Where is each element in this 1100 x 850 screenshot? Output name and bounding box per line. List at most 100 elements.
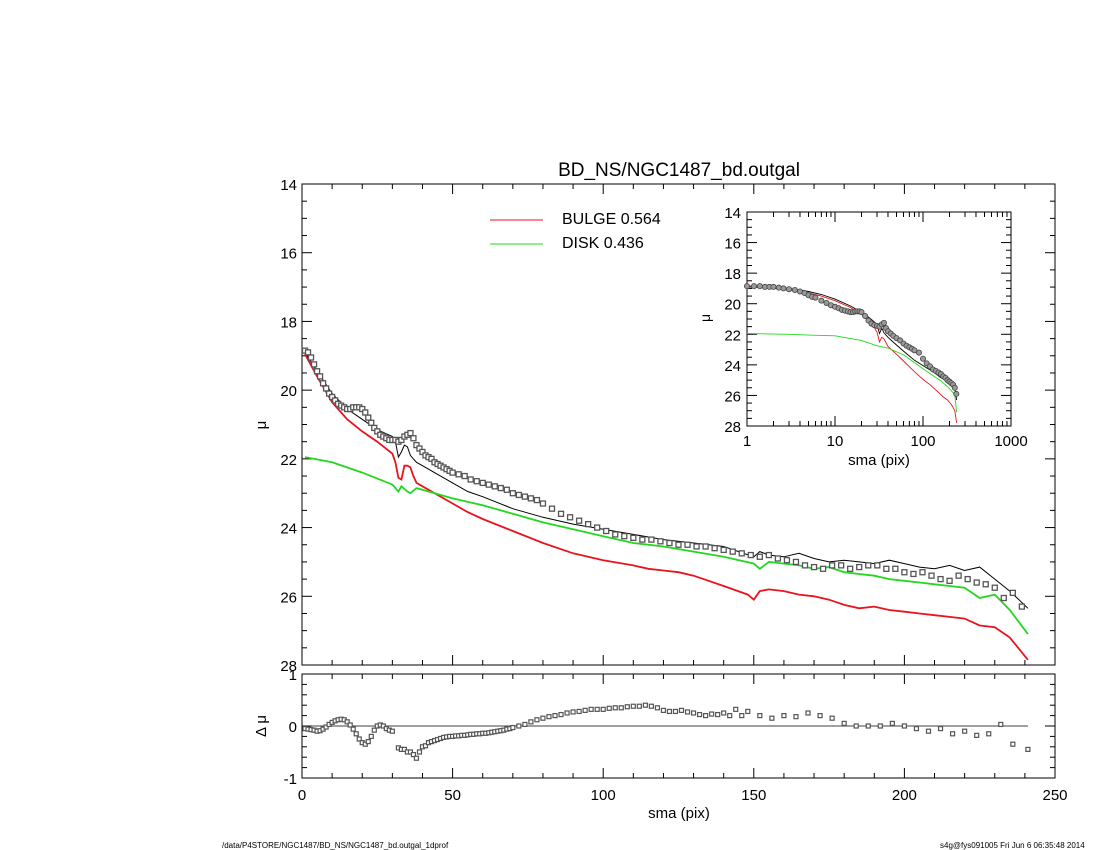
legend-bulge-label: BULGE 0.564: [562, 211, 661, 228]
main-series-layer: [301, 347, 1029, 661]
residual-point: [413, 755, 420, 761]
inset-panel: 1 10 100 1000 14 16 18 20 22 24 26 28 sma (pix) μ: [697, 205, 1028, 469]
residual-point: [600, 706, 606, 712]
main-y-tick-label: 14: [280, 177, 297, 194]
residual-point: [540, 715, 546, 721]
residual-point: [781, 712, 787, 719]
data-point: [485, 481, 492, 488]
residual-point: [745, 708, 751, 715]
chart-title: BD_NS/NGC1487_bd.outgal: [558, 160, 800, 181]
residual-y-tick-label: 1: [289, 667, 297, 684]
residual-point: [534, 717, 540, 723]
residual-series-layer: [302, 702, 1031, 761]
data-point: [901, 569, 908, 576]
residual-point: [986, 731, 992, 737]
inset-data-point: [770, 283, 777, 290]
residual-point: [371, 727, 377, 733]
residual-point: [582, 707, 588, 714]
inset-data-point: [953, 390, 960, 397]
residual-point: [416, 749, 423, 755]
inset-x-axis-label: sma (pix): [848, 452, 910, 469]
x-axis-label: sma (pix): [648, 805, 710, 822]
data-point: [675, 541, 682, 548]
residual-point: [678, 707, 685, 714]
residual-point: [937, 725, 944, 732]
data-point: [603, 527, 610, 535]
residual-point: [368, 733, 374, 740]
residual-point: [853, 723, 859, 729]
data-point: [479, 479, 486, 487]
data-point: [801, 562, 809, 569]
inset-data-point: [812, 294, 819, 301]
footer-file-path: /data/P4STORE/NGC1487/BD_NS/NGC1487_bd.o…: [222, 841, 449, 850]
data-point: [666, 539, 673, 547]
main-y-tick-label: 18: [280, 314, 297, 331]
residual-y-tick-label: 0: [289, 719, 297, 736]
inset-ticks: [746, 211, 1011, 427]
main-y-tick-label: 16: [280, 246, 297, 263]
residual-point: [347, 722, 353, 728]
bulge-line: [304, 353, 1029, 661]
data-point: [307, 354, 315, 361]
residual-point: [618, 705, 624, 711]
residual-point: [666, 708, 673, 715]
residual-point: [648, 703, 654, 709]
residual-point: [588, 706, 594, 712]
data-point: [856, 563, 863, 571]
x-tick-label: 200: [892, 787, 917, 804]
inset-y-tick-label: 16: [724, 236, 741, 253]
residual-point: [684, 709, 691, 715]
residual-point: [709, 711, 715, 717]
residual-point: [660, 707, 667, 714]
x-tick-label: 0: [298, 787, 306, 804]
inset-tick-labels: 1 10 100 1000 14 16 18 20 22 24 26 28: [724, 205, 1027, 450]
data-point: [319, 380, 327, 387]
data-point: [693, 543, 700, 550]
data-point: [919, 569, 926, 576]
inset-data-point: [818, 297, 825, 304]
residual-point: [564, 710, 570, 716]
data-point: [946, 577, 953, 584]
data-point: [847, 565, 854, 572]
inset-data-point: [920, 355, 927, 362]
data-point: [648, 536, 655, 543]
residual-point: [350, 726, 356, 732]
inset-y-tick-label: 28: [724, 419, 741, 436]
inset-data-point: [750, 283, 757, 290]
inset-y-axis-label: μ: [697, 314, 713, 322]
residual-point: [757, 712, 763, 719]
data-point: [729, 548, 736, 555]
main-y-tick-label: 20: [280, 383, 297, 400]
residual-point: [998, 721, 1004, 728]
data-point: [467, 476, 474, 483]
data-point: [982, 581, 989, 588]
legend-disk-label: DISK 0.436: [562, 235, 644, 252]
data-point: [756, 553, 763, 560]
data-point: [557, 510, 565, 517]
residual-point: [528, 719, 534, 725]
main-y-tick-labels: 14 16 18 20 22 24 26 28: [280, 177, 297, 675]
data-point: [774, 555, 782, 562]
residual-point: [516, 723, 522, 729]
inset-data-point: [756, 283, 763, 290]
data-point: [365, 414, 372, 421]
inset-x-tick-label: 1000: [994, 433, 1027, 450]
inset-data-point: [915, 349, 922, 356]
data-point: [410, 435, 417, 442]
data-point: [874, 562, 881, 569]
data-point: [515, 491, 523, 499]
residual-point: [865, 723, 871, 729]
residual-point: [703, 712, 709, 719]
data-point: [973, 579, 980, 586]
residual-point: [696, 711, 703, 718]
residual-point: [422, 743, 429, 749]
residual-point: [962, 728, 968, 734]
inset-series-layer: [744, 283, 960, 423]
data-point: [473, 478, 480, 485]
data-point: [937, 575, 944, 583]
data-point: [461, 472, 468, 480]
residual-point: [576, 708, 582, 715]
residual-point: [1025, 746, 1031, 753]
residual-point: [654, 705, 661, 711]
